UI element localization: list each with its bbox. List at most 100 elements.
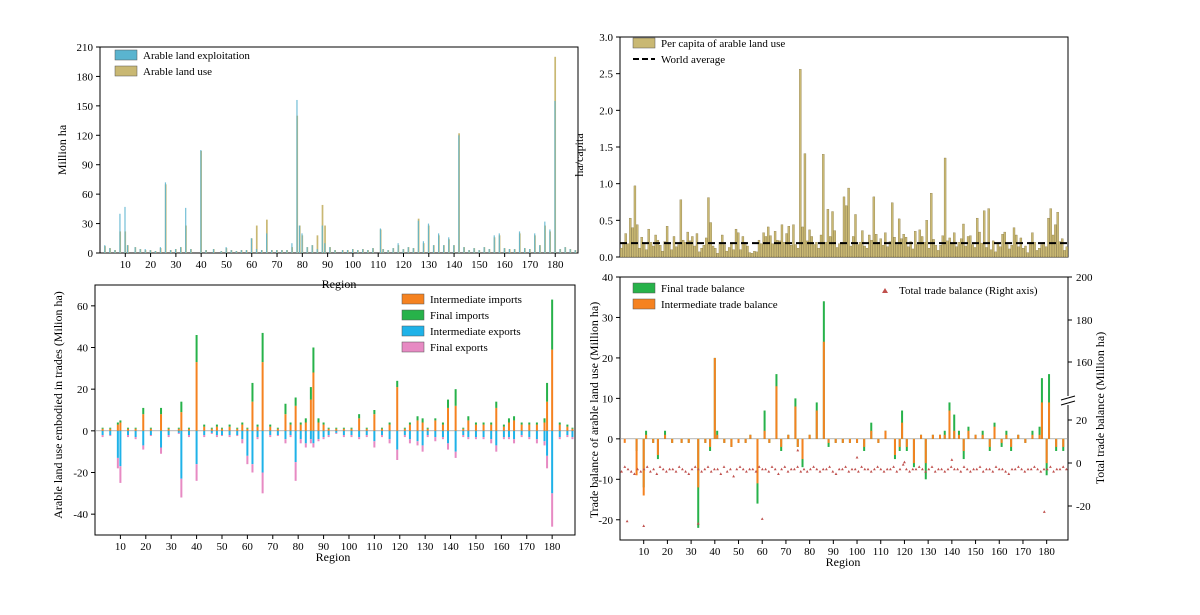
bar-intermediate-trade-balance	[920, 434, 923, 439]
bar-per-capita	[771, 243, 774, 258]
bar-arable-land-exploitation	[185, 207, 187, 253]
y-tick-label: 0	[88, 248, 94, 260]
bar-intermediate-exports	[441, 430, 444, 438]
bar-per-capita	[739, 249, 742, 258]
bar-intermediate-exports	[299, 430, 302, 440]
bar-intermediate-imports	[127, 428, 130, 431]
bar-per-capita	[677, 244, 680, 258]
total-trade-marker	[956, 467, 959, 471]
bar-intermediate-trade-balance	[848, 438, 851, 443]
bar-intermediate-imports	[426, 428, 429, 431]
bar-arable-land-exploitation	[250, 238, 253, 253]
bar-final-exports	[507, 437, 510, 440]
plot-frame	[99, 46, 579, 254]
y2-tick-label: 20	[1076, 415, 1088, 427]
total-trade-marker	[738, 465, 742, 468]
x-tick-label: 160	[991, 546, 1008, 558]
bar-final-imports	[276, 427, 279, 429]
x-tick-label: 60	[242, 541, 254, 553]
bar-per-capita	[941, 235, 944, 258]
bar-intermediate-trade-balance	[680, 438, 683, 443]
bar-arable-land-exploitation	[488, 249, 490, 253]
bar-intermediate-exports	[426, 430, 429, 435]
bar-per-capita	[1012, 227, 1016, 258]
bar-per-capita	[649, 242, 653, 258]
bar-final-imports	[269, 424, 272, 427]
bar-per-capita	[1054, 224, 1057, 258]
total-trade-marker	[706, 465, 710, 468]
bar-per-capita	[957, 242, 961, 258]
bar-arable-land-exploitation	[367, 250, 369, 253]
bar-final-exports	[177, 432, 180, 434]
bar-arable-land-exploitation	[306, 247, 308, 253]
bar-per-capita	[688, 240, 692, 258]
y-tick-label: 40	[602, 272, 614, 284]
bar-intermediate-exports	[101, 430, 104, 435]
bar-intermediate-exports	[520, 430, 523, 435]
bar-intermediate-trade-balance	[768, 438, 771, 443]
bar-intermediate-imports	[490, 424, 493, 431]
total-trade-marker	[645, 465, 649, 468]
total-trade-marker	[770, 465, 774, 468]
total-trade-marker	[857, 470, 860, 473]
bar-per-capita	[659, 245, 662, 258]
bar-intermediate-trade-balance	[642, 438, 645, 496]
bar-per-capita	[1042, 242, 1046, 258]
total-trade-marker	[850, 467, 854, 471]
bar-intermediate-exports	[421, 430, 424, 446]
bar-intermediate-exports	[342, 430, 345, 435]
bar-per-capita	[858, 242, 862, 258]
bar-arable-land-exploitation	[164, 182, 167, 253]
y-tick-label: 2.5	[599, 69, 613, 81]
bar-intermediate-exports	[335, 430, 338, 433]
total-trade-marker	[786, 470, 790, 473]
bar-arable-land-exploitation	[260, 250, 263, 253]
bar-per-capita	[622, 242, 625, 258]
bar-per-capita	[730, 242, 733, 258]
bar-arable-land-exploitation	[200, 150, 202, 253]
bar-intermediate-exports	[551, 430, 554, 494]
total-trade-marker	[681, 467, 684, 471]
bar-intermediate-exports	[358, 430, 361, 438]
bar-intermediate-trade-balance	[1048, 402, 1051, 439]
bar-per-capita	[879, 238, 882, 258]
bar-per-capita	[1026, 252, 1029, 258]
bar-per-capita	[737, 232, 740, 258]
bar-per-capita	[682, 239, 685, 258]
bar-arable-land-exploitation	[114, 250, 116, 253]
bar-final-exports	[294, 462, 297, 481]
total-trade-marker	[684, 470, 687, 473]
bar-per-capita	[948, 237, 951, 258]
axis-break-gap	[1062, 396, 1074, 405]
total-trade-marker	[869, 470, 873, 473]
bar-intermediate-imports	[116, 424, 119, 431]
bar-intermediate-trade-balance	[974, 434, 977, 439]
bar-intermediate-exports	[365, 430, 368, 435]
total-trade-marker	[754, 470, 758, 473]
total-trade-marker	[1029, 467, 1033, 471]
bar-intermediate-trade-balance	[704, 438, 707, 443]
bar-intermediate-exports	[543, 430, 546, 442]
bar-per-capita	[962, 223, 965, 258]
total-trade-marker	[805, 470, 809, 473]
bar-intermediate-imports	[294, 405, 297, 431]
bar-per-capita	[886, 246, 889, 258]
bar-intermediate-imports	[228, 426, 231, 431]
bar-final-exports	[396, 449, 399, 460]
x-tick-label: 180	[547, 259, 564, 271]
bar-intermediate-trade-balance	[808, 434, 811, 439]
total-trade-marker	[834, 472, 838, 476]
bar-final-exports	[571, 437, 574, 440]
bar-per-capita	[668, 243, 671, 258]
x-tick-label: 30	[166, 541, 178, 553]
bar-per-capita	[960, 238, 963, 258]
x-tick-label: 20	[145, 259, 157, 271]
bar-final-imports	[327, 427, 330, 429]
total-trade-marker	[696, 522, 700, 525]
x-tick-label: 170	[1015, 546, 1032, 558]
total-trade-marker	[860, 465, 863, 468]
bar-per-capita	[826, 209, 830, 258]
bar-final-imports	[507, 418, 510, 423]
bar-final-imports	[546, 382, 549, 402]
bar-intermediate-exports	[566, 430, 569, 435]
